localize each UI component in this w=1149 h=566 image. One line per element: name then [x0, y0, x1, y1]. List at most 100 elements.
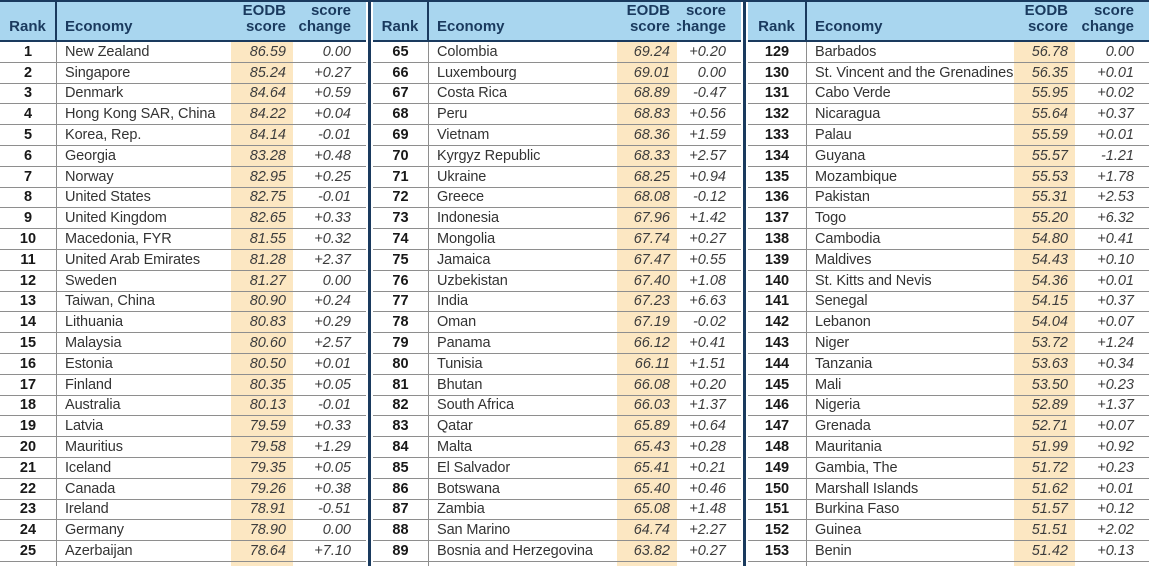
change-cell-partial [1075, 562, 1149, 566]
change-cell: +0.05 [293, 458, 366, 479]
rank-cell: 86 [373, 478, 429, 500]
economy-cell: Colombia [429, 42, 617, 63]
score-cell: 82.95 [231, 166, 293, 188]
score-cell: 68.36 [617, 125, 677, 146]
change-cell: +0.01 [1075, 63, 1149, 84]
score-cell: 55.64 [1014, 104, 1075, 126]
change-cell: +0.27 [677, 229, 741, 250]
column-header-eodb-score-line: EODB [242, 2, 286, 19]
score-cell: 54.80 [1014, 229, 1075, 250]
score-cell: 80.60 [231, 333, 293, 354]
economy-cell: Guinea [807, 520, 1014, 542]
score-cell: 81.27 [231, 270, 293, 292]
economy-cell: Sweden [57, 271, 231, 292]
economy-cell: Norway [57, 167, 231, 188]
column-header-score-change-line: change [677, 18, 726, 35]
rank-cell: 72 [373, 187, 429, 209]
rank-cell: 83 [373, 416, 429, 438]
column-header-eodb-score-line: EODB [1024, 2, 1068, 19]
score-cell: 79.35 [231, 457, 293, 479]
change-cell: +0.46 [677, 479, 741, 500]
change-cell: +2.37 [293, 250, 366, 271]
rank-cell: 153 [748, 541, 807, 562]
economy-cell: Bhutan [429, 375, 617, 396]
score-cell: 82.75 [231, 187, 293, 209]
score-cell: 66.08 [617, 374, 677, 396]
economy-cell: Greece [429, 188, 617, 209]
column-header-eodb-score: EODB score [1014, 2, 1075, 42]
score-cell: 55.20 [1014, 208, 1075, 230]
rank-cell: 134 [748, 145, 807, 167]
change-cell: +1.37 [1075, 396, 1149, 417]
economy-cell: United Arab Emirates [57, 250, 231, 271]
change-cell: +2.27 [677, 520, 741, 542]
change-cell: +6.32 [1075, 208, 1149, 230]
economy-cell: Finland [57, 375, 231, 396]
change-cell: +6.63 [677, 292, 741, 313]
column-header-rank: Rank [748, 2, 807, 42]
economy-cell: Gambia, The [807, 458, 1014, 479]
score-cell: 54.36 [1014, 270, 1075, 292]
rank-cell: 82 [373, 395, 429, 417]
score-cell: 68.33 [617, 145, 677, 167]
economy-cell: Mozambique [807, 167, 1014, 188]
rank-cell: 2 [0, 62, 57, 84]
economy-cell: Benin [807, 541, 1014, 562]
rank-cell: 130 [748, 62, 807, 84]
rank-cell: 4 [0, 104, 57, 126]
change-cell: 0.00 [293, 42, 366, 63]
economy-cell: Malta [429, 437, 617, 458]
rank-cell: 76 [373, 270, 429, 292]
rank-cell: 11 [0, 249, 57, 271]
change-cell: +0.33 [293, 208, 366, 230]
change-cell: +1.29 [293, 437, 366, 458]
score-cell: 67.96 [617, 208, 677, 230]
score-cell: 67.47 [617, 249, 677, 271]
panel-divider [743, 2, 746, 566]
economy-cell: Maldives [807, 250, 1014, 271]
rank-cell: 24 [0, 520, 57, 542]
change-cell: +0.02 [1075, 84, 1149, 105]
change-cell: -0.02 [677, 312, 741, 334]
economy-cell: St. Vincent and the Grenadines [807, 63, 1014, 84]
change-cell: +2.02 [1075, 520, 1149, 542]
economy-cell: New Zealand [57, 42, 231, 63]
economy-cell: Niger [807, 333, 1014, 354]
change-cell: +0.34 [1075, 354, 1149, 375]
score-cell: 65.08 [617, 499, 677, 521]
economy-cell: Ireland [57, 500, 231, 521]
rank-cell: 25 [0, 541, 57, 562]
rank-cell: 10 [0, 229, 57, 250]
rank-cell: 89 [373, 541, 429, 562]
rank-cell: 19 [0, 416, 57, 438]
score-cell: 55.31 [1014, 187, 1075, 209]
score-cell: 53.63 [1014, 353, 1075, 375]
change-cell: +0.37 [1075, 104, 1149, 126]
score-cell: 79.26 [231, 478, 293, 500]
rank-cell-partial [748, 561, 807, 566]
score-cell: 54.15 [1014, 291, 1075, 313]
change-cell: +0.27 [293, 63, 366, 84]
rankings-panel-1: Rank Economy EODB score score change 1 New Zeal… [0, 2, 366, 566]
economy-cell: Macedonia, FYR [57, 229, 231, 250]
economy-cell: Cabo Verde [807, 84, 1014, 105]
change-cell: -0.12 [677, 188, 741, 209]
rank-cell: 5 [0, 125, 57, 146]
change-cell: -0.47 [677, 84, 741, 105]
score-cell: 82.65 [231, 208, 293, 230]
economy-cell: India [429, 292, 617, 313]
rank-cell: 78 [373, 312, 429, 334]
economy-cell: Malaysia [57, 333, 231, 354]
change-cell: +0.20 [677, 42, 741, 63]
economy-cell: Marshall Islands [807, 479, 1014, 500]
rank-cell: 21 [0, 457, 57, 479]
economy-cell: Cambodia [807, 229, 1014, 250]
score-cell: 68.25 [617, 166, 677, 188]
economy-cell: Ukraine [429, 167, 617, 188]
change-cell: -0.01 [293, 125, 366, 146]
economy-cell: Georgia [57, 146, 231, 167]
economy-cell: Korea, Rep. [57, 125, 231, 146]
change-cell: +0.55 [677, 250, 741, 271]
change-cell: +0.10 [1075, 250, 1149, 271]
change-cell: +1.24 [1075, 333, 1149, 354]
